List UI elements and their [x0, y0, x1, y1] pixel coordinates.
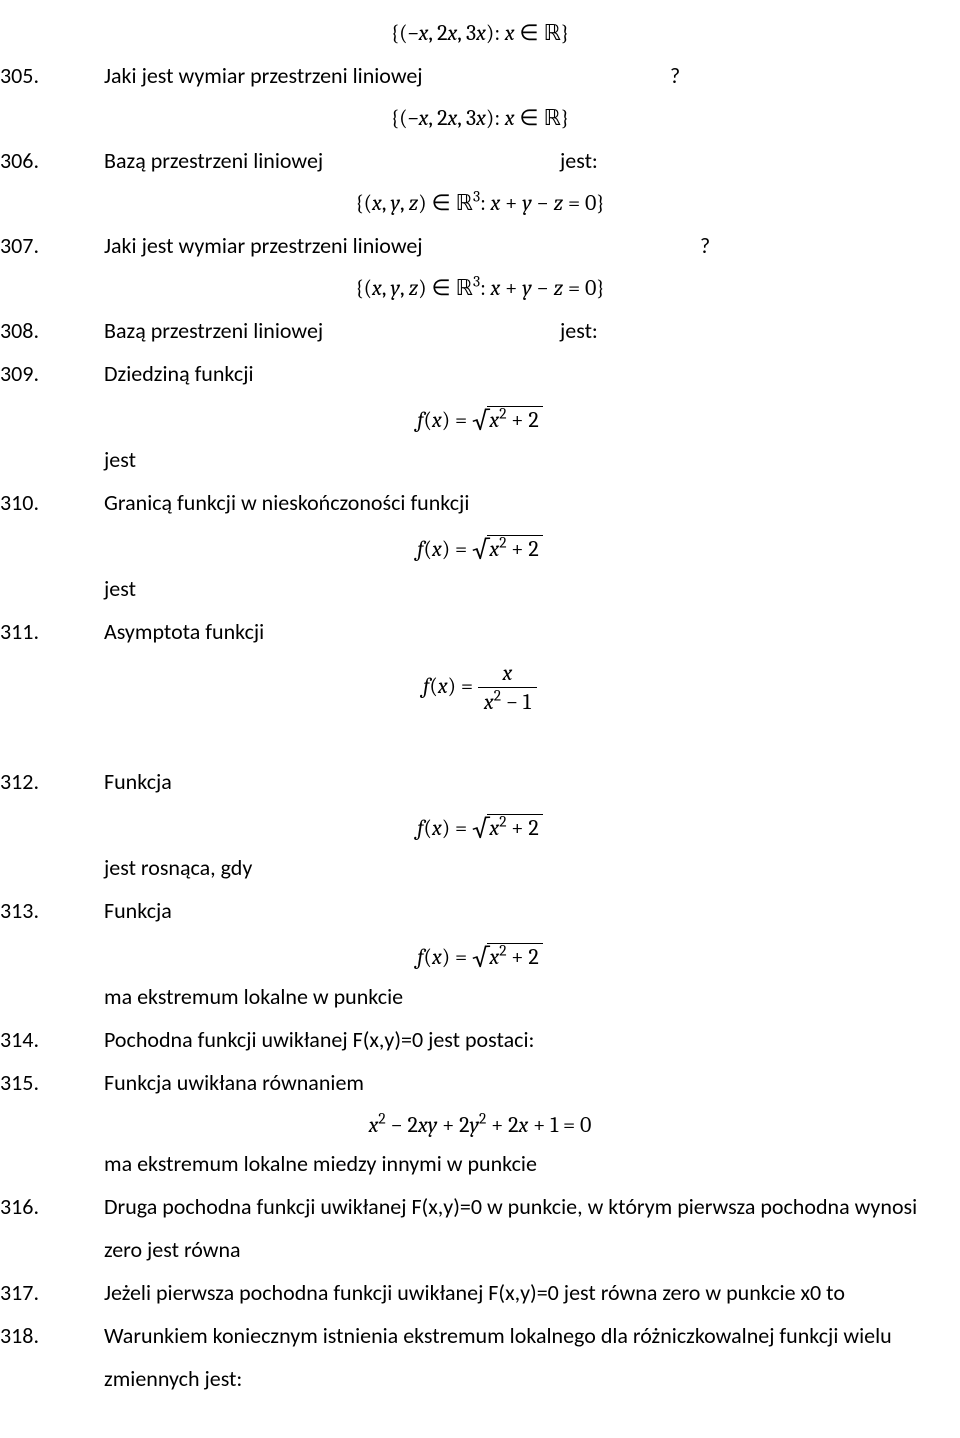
question-number: 311. — [0, 618, 70, 645]
question-text: Granicą funkcji w nieskończoności funkcj… — [70, 489, 960, 516]
question-suffix: ? — [700, 232, 710, 259]
formula-307-set: {(x, y, z) ∈ ℝ3: x + y − z = 0} — [0, 190, 960, 216]
question-307: 307. Jaki jest wymiar przestrzeni liniow… — [0, 232, 960, 259]
question-number: 312. — [0, 768, 70, 795]
question-318: 318. Warunkiem koniecznym istnienia ekst… — [0, 1322, 960, 1349]
question-309: 309. Dziedziną funkcji — [0, 360, 960, 387]
question-311: 311. Asymptota funkcji — [0, 618, 960, 645]
question-text-b: zmiennych jest: — [70, 1365, 960, 1392]
question-text: Jeżeli pierwsza pochodna funkcji uwikłan… — [70, 1279, 960, 1306]
formula-306-set: {(−x, 2x, 3x): x ∈ ℝ} — [0, 105, 960, 131]
frac-top: x — [502, 660, 512, 686]
question-text: Bazą przestrzeni liniowej — [70, 317, 960, 344]
formula-308-set: {(x, y, z) ∈ ℝ3: x + y − z = 0} — [0, 275, 960, 301]
question-text: Funkcja — [70, 768, 960, 795]
question-number: 316. — [0, 1193, 70, 1220]
jest-310: jest — [104, 575, 960, 602]
question-text: Warunkiem koniecznym istnienia ekstremum… — [70, 1322, 960, 1349]
question-number: 315. — [0, 1069, 70, 1096]
question-suffix: ? — [670, 62, 680, 89]
question-number: 318. — [0, 1322, 70, 1349]
question-312: 312. Funkcja — [0, 768, 960, 795]
question-number: 306. — [0, 147, 70, 174]
formula-309: f(x) = √x2 + 2 — [0, 403, 960, 434]
question-310: 310. Granicą funkcji w nieskończoności f… — [0, 489, 960, 516]
question-number: 307. — [0, 232, 70, 259]
question-text: Funkcja uwikłana równaniem — [70, 1069, 960, 1096]
question-text: Jaki jest wymiar przestrzeni liniowej — [70, 232, 960, 259]
question-317: 317. Jeżeli pierwsza pochodna funkcji uw… — [0, 1279, 960, 1306]
question-number: 317. — [0, 1279, 70, 1306]
question-text: Druga pochodna funkcji uwikłanej F(x,y)=… — [70, 1193, 960, 1220]
question-number: 313. — [0, 897, 70, 924]
question-number: 308. — [0, 317, 70, 344]
formula-310: f(x) = √x2 + 2 — [0, 532, 960, 563]
formula-311: f(x) = x x2 − 1 — [0, 661, 960, 714]
question-text: Dziedziną funkcji — [70, 360, 960, 387]
question-316b: zero jest równa — [0, 1236, 960, 1263]
after-315: ma ekstremum lokalne miedzy innymi w pun… — [104, 1150, 960, 1177]
question-315: 315. Funkcja uwikłana równaniem — [0, 1069, 960, 1096]
formula-315: x2 − 2xy + 2y2 + 2x + 1 = 0 — [0, 1112, 960, 1138]
question-suffix: jest: — [560, 147, 598, 174]
formula-305-set: {(−x, 2x, 3x): x ∈ ℝ} — [0, 20, 960, 46]
question-text: Jaki jest wymiar przestrzeni liniowej — [70, 62, 960, 89]
question-number: 314. — [0, 1026, 70, 1053]
question-308: 308. Bazą przestrzeni liniowej jest: — [0, 317, 960, 344]
question-text: Bazą przestrzeni liniowej — [70, 147, 960, 174]
question-313: 313. Funkcja — [0, 897, 960, 924]
question-number: 310. — [0, 489, 70, 516]
formula-313: f(x) = √x2 + 2 — [0, 940, 960, 971]
question-text: Funkcja — [70, 897, 960, 924]
question-text: Asymptota funkcji — [70, 618, 960, 645]
question-suffix: jest: — [560, 317, 598, 344]
formula-312: f(x) = √x2 + 2 — [0, 811, 960, 842]
question-text: Pochodna funkcji uwikłanej F(x,y)=0 jest… — [70, 1026, 960, 1053]
question-314: 314. Pochodna funkcji uwikłanej F(x,y)=0… — [0, 1026, 960, 1053]
question-306: 306. Bazą przestrzeni liniowej jest: — [0, 147, 960, 174]
question-318b: zmiennych jest: — [0, 1365, 960, 1392]
question-number: 305. — [0, 62, 70, 89]
question-text-b: zero jest równa — [70, 1236, 960, 1263]
question-number: 309. — [0, 360, 70, 387]
jest-309: jest — [104, 446, 960, 473]
after-313: ma ekstremum lokalne w punkcie — [104, 983, 960, 1010]
question-316: 316. Druga pochodna funkcji uwikłanej F(… — [0, 1193, 960, 1220]
question-305: 305. Jaki jest wymiar przestrzeni liniow… — [0, 62, 960, 89]
after-312: jest rosnąca, gdy — [104, 854, 960, 881]
